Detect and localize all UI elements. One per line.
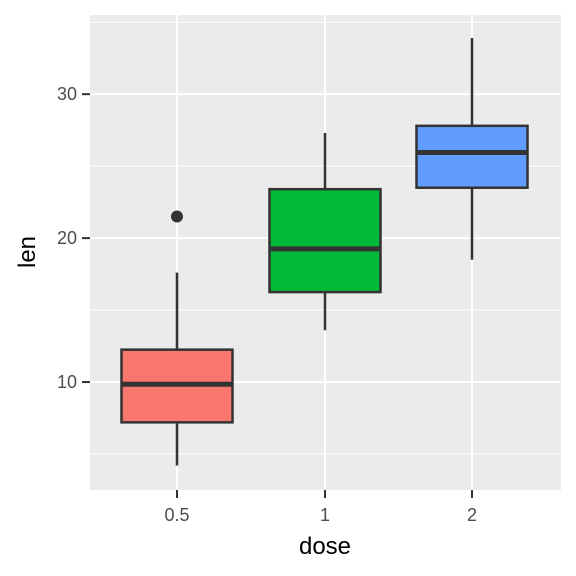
box-series [120,38,529,466]
box-0.5 [120,210,234,466]
y-axis-title: len [14,236,41,268]
y-axis: 10 20 30 [57,84,90,392]
box-1 [268,133,382,331]
box-rect [415,124,529,189]
x-tick-label: 0.5 [164,505,189,525]
y-tick-label: 30 [57,84,77,104]
y-tick-label: 20 [57,228,77,248]
box-rect [268,187,382,294]
x-tick-label: 1 [320,505,330,525]
outlier-point [171,210,183,223]
x-axis: 0.5 1 2 [164,490,477,525]
y-tick-label: 10 [57,372,77,392]
x-axis-title: dose [299,533,351,560]
box-2 [415,38,529,260]
x-tick-label: 2 [467,505,477,525]
